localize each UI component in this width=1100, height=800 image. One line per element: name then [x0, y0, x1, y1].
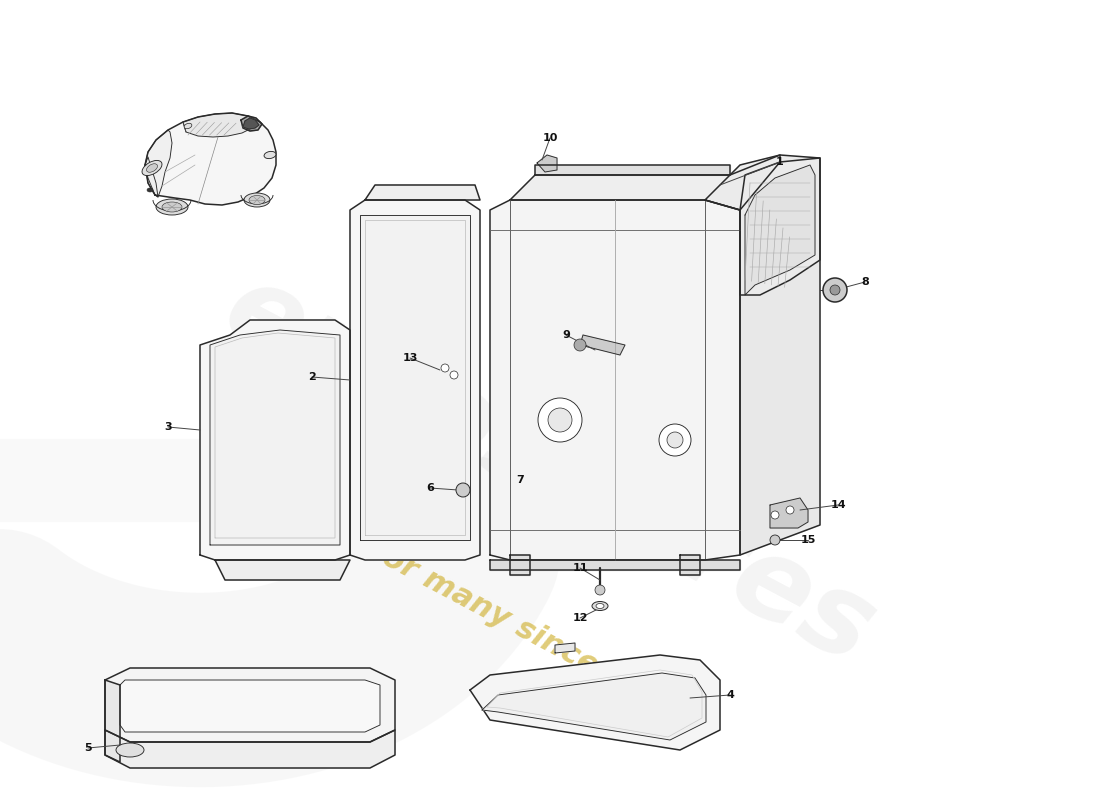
Ellipse shape — [147, 188, 153, 192]
Circle shape — [456, 483, 470, 497]
Polygon shape — [490, 200, 740, 560]
Circle shape — [823, 278, 847, 302]
Text: 14: 14 — [830, 500, 846, 510]
Polygon shape — [705, 155, 820, 295]
Polygon shape — [434, 362, 462, 388]
Polygon shape — [556, 643, 575, 653]
Polygon shape — [214, 560, 350, 580]
Circle shape — [667, 432, 683, 448]
Polygon shape — [365, 185, 480, 200]
Text: 7: 7 — [516, 475, 524, 485]
Polygon shape — [104, 730, 395, 768]
Text: 13: 13 — [403, 353, 418, 363]
Polygon shape — [482, 673, 706, 740]
Polygon shape — [470, 655, 720, 750]
Circle shape — [450, 371, 458, 379]
Text: 4: 4 — [726, 690, 734, 700]
Ellipse shape — [116, 743, 144, 757]
Polygon shape — [537, 155, 557, 172]
Circle shape — [659, 424, 691, 456]
Text: eurospares: eurospares — [206, 252, 894, 688]
Polygon shape — [210, 330, 340, 545]
Polygon shape — [535, 165, 730, 175]
Circle shape — [786, 506, 794, 514]
Polygon shape — [740, 158, 820, 555]
Circle shape — [548, 408, 572, 432]
Text: 6: 6 — [426, 483, 433, 493]
Ellipse shape — [184, 123, 191, 129]
Text: 11: 11 — [572, 563, 587, 573]
Polygon shape — [104, 680, 120, 762]
Polygon shape — [510, 155, 780, 210]
Polygon shape — [490, 560, 740, 570]
Ellipse shape — [146, 164, 157, 172]
Text: 12: 12 — [572, 613, 587, 623]
Circle shape — [830, 285, 840, 295]
Polygon shape — [510, 555, 530, 575]
Text: a passion for many since 1985: a passion for many since 1985 — [212, 454, 688, 726]
Circle shape — [441, 364, 449, 372]
Ellipse shape — [244, 193, 270, 207]
Polygon shape — [145, 130, 172, 197]
Text: 9: 9 — [562, 330, 570, 340]
Ellipse shape — [264, 151, 276, 158]
Text: 5: 5 — [85, 743, 91, 753]
Ellipse shape — [596, 603, 604, 609]
Ellipse shape — [156, 199, 188, 215]
Polygon shape — [200, 320, 350, 560]
Polygon shape — [243, 118, 258, 129]
Ellipse shape — [162, 202, 182, 212]
Polygon shape — [183, 113, 255, 137]
Polygon shape — [104, 668, 395, 742]
Circle shape — [771, 511, 779, 519]
Text: 10: 10 — [542, 133, 558, 143]
Polygon shape — [580, 335, 625, 355]
Polygon shape — [350, 200, 480, 560]
Circle shape — [595, 585, 605, 595]
Circle shape — [574, 339, 586, 351]
Polygon shape — [770, 498, 808, 528]
Ellipse shape — [142, 161, 162, 175]
Polygon shape — [120, 680, 380, 732]
Circle shape — [538, 398, 582, 442]
Polygon shape — [145, 113, 276, 205]
Polygon shape — [360, 215, 470, 540]
Text: 3: 3 — [164, 422, 172, 432]
Polygon shape — [241, 116, 262, 131]
Text: 8: 8 — [861, 277, 869, 287]
Text: 15: 15 — [801, 535, 816, 545]
Circle shape — [770, 535, 780, 545]
Ellipse shape — [592, 602, 608, 610]
Ellipse shape — [249, 195, 265, 205]
Polygon shape — [145, 157, 158, 197]
Text: 1: 1 — [777, 157, 784, 167]
Polygon shape — [745, 165, 815, 295]
Polygon shape — [680, 555, 700, 575]
Text: 2: 2 — [308, 372, 316, 382]
